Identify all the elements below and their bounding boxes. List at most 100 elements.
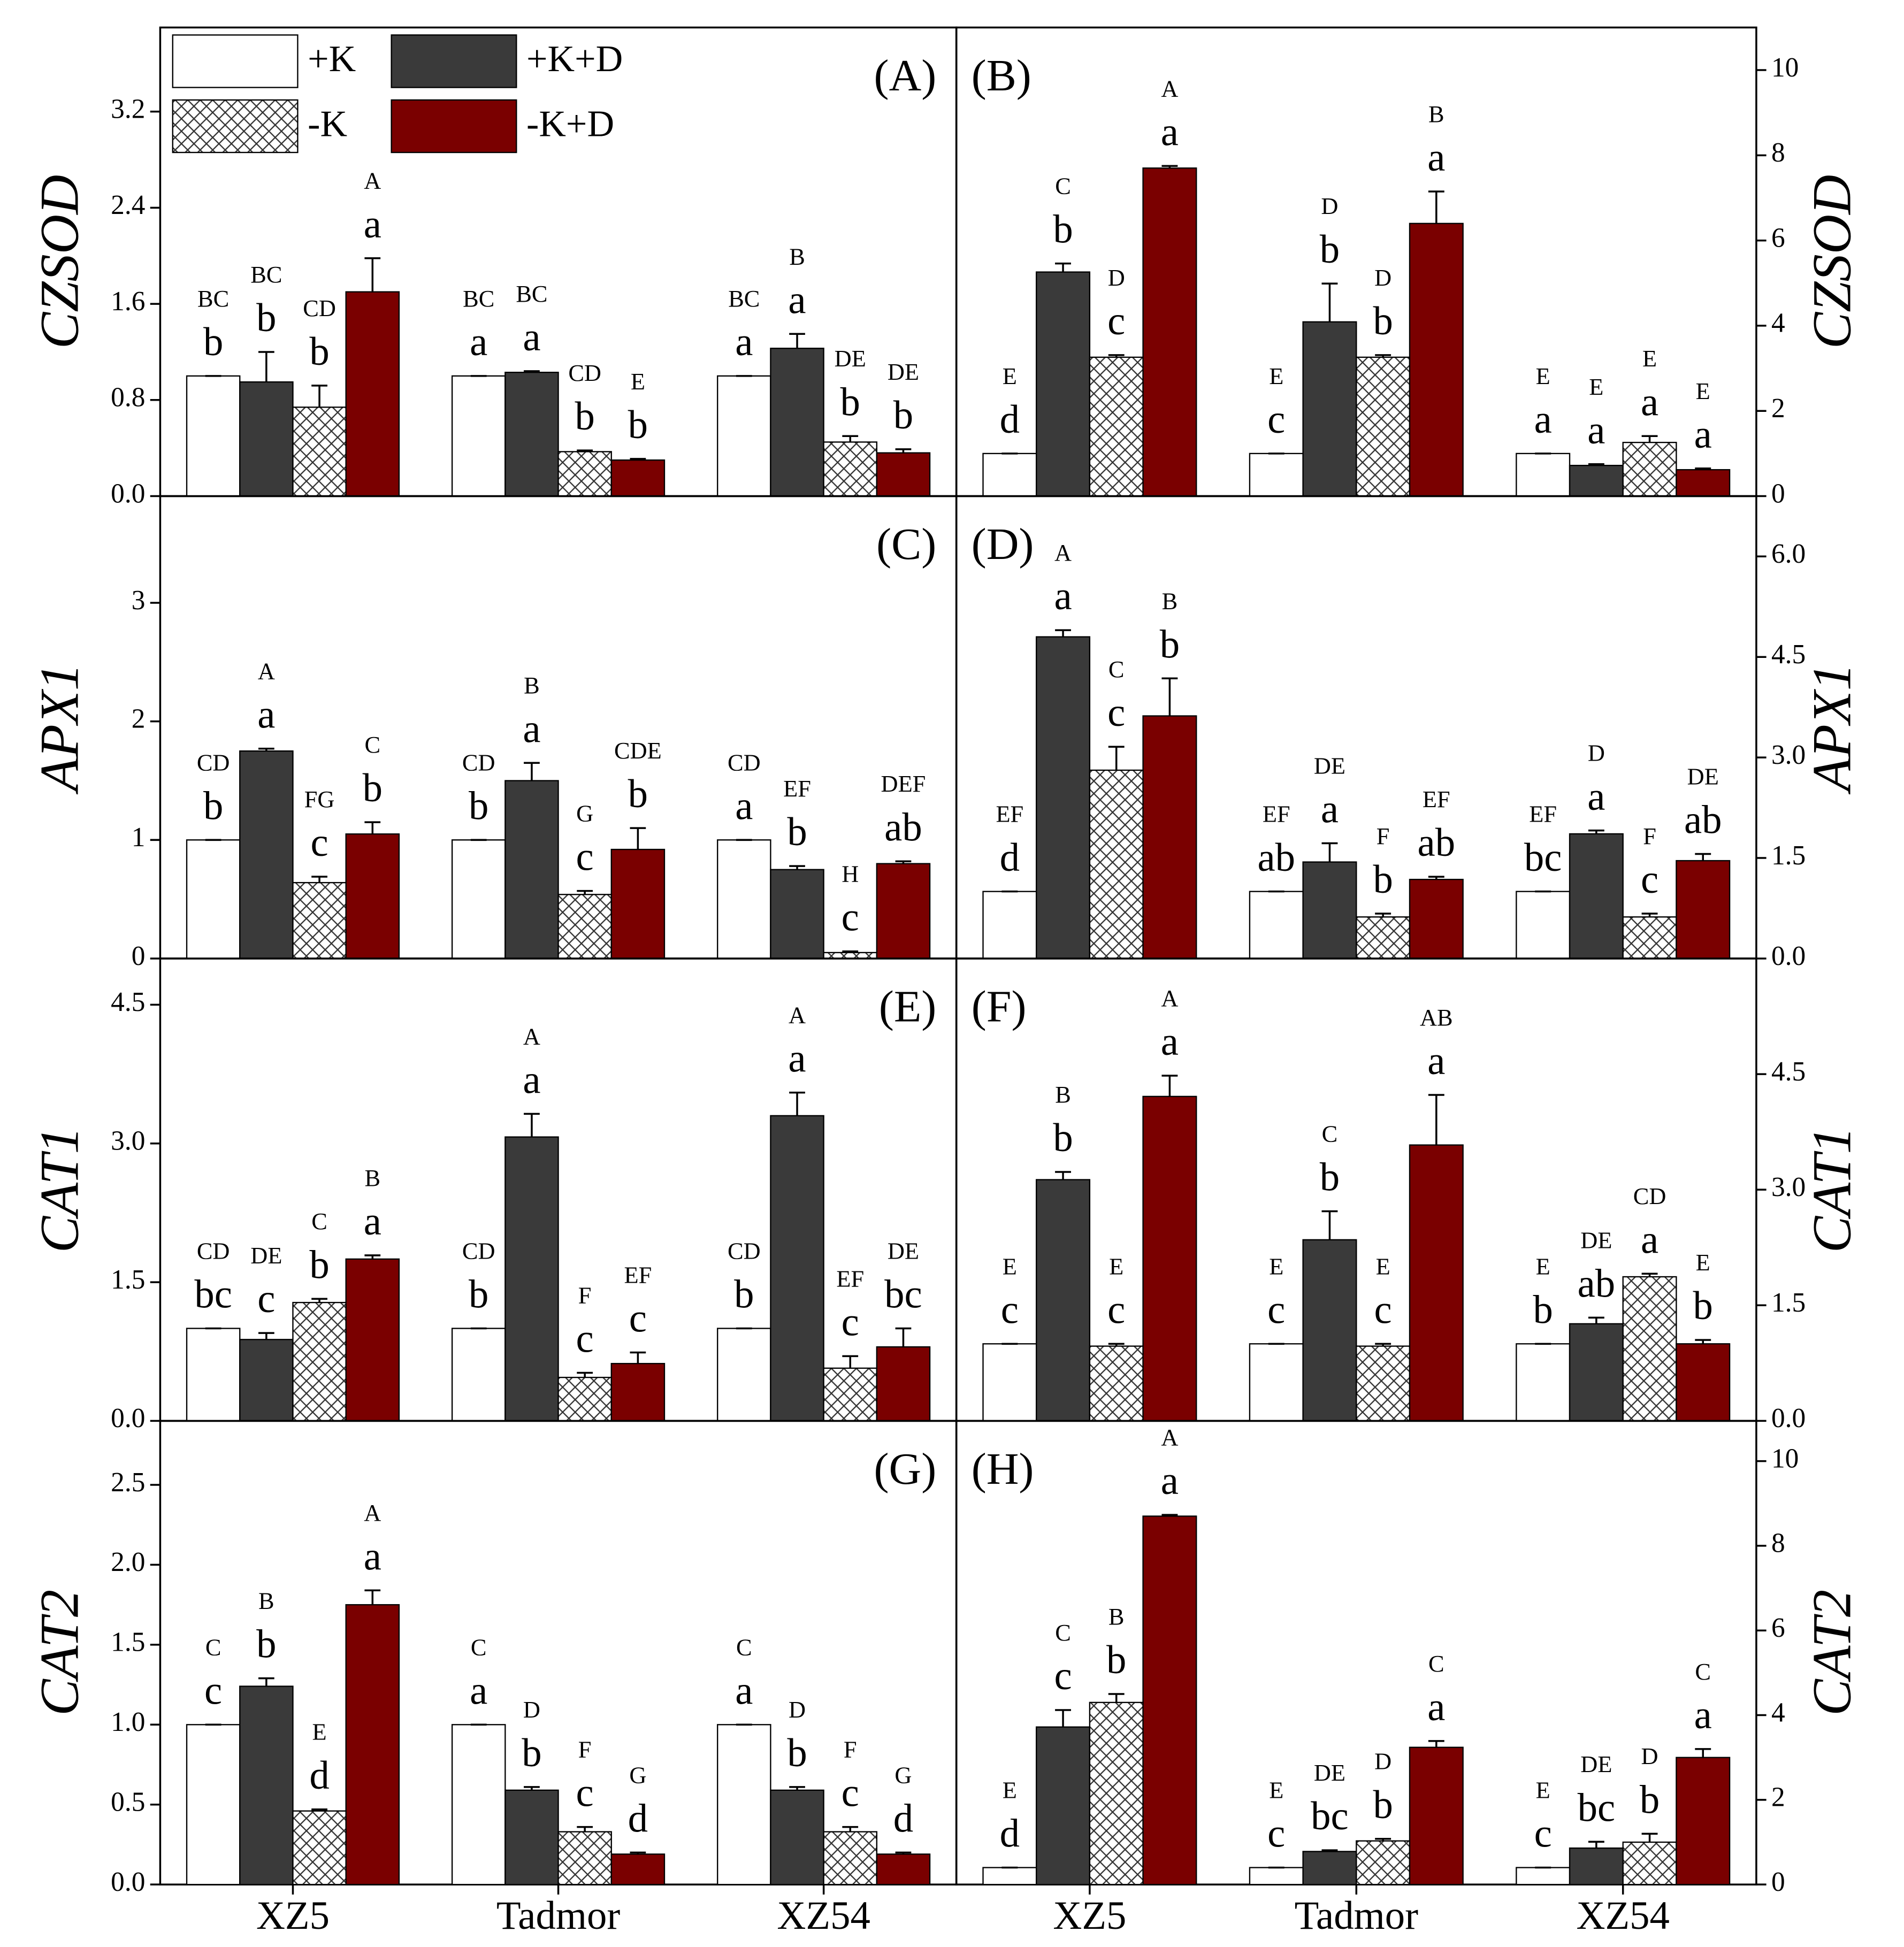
significance-group: E <box>1696 378 1710 404</box>
significance-letter: b <box>893 393 913 438</box>
error-bar <box>1428 1094 1444 1145</box>
y-tick-label: 2.5 <box>111 1467 145 1498</box>
significance-group: BC <box>197 285 229 312</box>
error-bar <box>1055 1171 1071 1180</box>
significance-letter: a <box>1321 787 1339 832</box>
significance-group: DE <box>1314 752 1345 779</box>
significance-group: C <box>1428 1650 1444 1677</box>
error-bar <box>311 1808 327 1811</box>
y-tick-label: 0.0 <box>111 1867 145 1897</box>
y-tick-label: 6 <box>1771 223 1785 253</box>
bar <box>186 375 241 497</box>
significance-group: BC <box>728 285 760 312</box>
significance-group: B <box>1162 587 1178 614</box>
significance-group: A <box>364 167 381 194</box>
error-bar <box>1055 1709 1071 1727</box>
error-bar <box>1161 1514 1178 1516</box>
significance-letter: c <box>1534 1812 1552 1856</box>
y-axis-title: CAT1 <box>29 1126 90 1253</box>
significance-letter: c <box>1641 857 1658 902</box>
y-tick-label: 2 <box>132 703 146 734</box>
x-tick-label: Tadmor <box>1295 1894 1419 1938</box>
y-tick-label: 1.5 <box>111 1264 145 1295</box>
y-tick-label: 1 <box>132 822 146 853</box>
significance-group: A <box>1054 539 1072 566</box>
significance-group: B <box>789 243 805 270</box>
significance-group: D <box>1641 1743 1658 1769</box>
significance-group: C <box>736 1634 752 1660</box>
y-tick-label: 1.5 <box>1771 840 1806 871</box>
significance-letter: a <box>1587 408 1605 453</box>
y-axis-title: CZSOD <box>29 175 90 349</box>
y-tick-label: 3 <box>132 585 146 616</box>
error-bar <box>630 1851 646 1854</box>
significance-group: A <box>789 1002 806 1029</box>
error-bar <box>630 1351 646 1364</box>
legend-label: -K <box>308 103 347 144</box>
significance-letter: b <box>363 766 383 810</box>
legend-swatch <box>391 34 517 88</box>
significance-group: A <box>523 1023 540 1049</box>
significance-letter: c <box>576 835 594 879</box>
significance-letter: b <box>522 1731 541 1775</box>
y-tick-label: 1.0 <box>111 1707 145 1737</box>
significance-letter: ab <box>884 805 922 849</box>
significance-group: E <box>312 1719 327 1745</box>
bar <box>451 839 506 960</box>
y-tick-label: 0 <box>1771 478 1785 509</box>
error-bar <box>258 351 274 382</box>
significance-letter: bc <box>884 1273 922 1317</box>
bar <box>610 848 666 960</box>
significance-group: DE <box>1580 1227 1612 1253</box>
significance-letter: a <box>470 1668 487 1713</box>
significance-group: F <box>578 1736 592 1763</box>
significance-group: E <box>1003 363 1017 389</box>
significance-group: A <box>364 1499 381 1526</box>
y-tick-label: 8 <box>1771 137 1785 168</box>
bar <box>1516 1867 1571 1885</box>
error-bar <box>364 257 381 292</box>
significance-group: DE <box>1687 763 1719 790</box>
significance-letter: b <box>203 320 223 364</box>
significance-letter: b <box>256 296 276 340</box>
significance-group: E <box>1536 1253 1550 1279</box>
bar <box>1569 1323 1624 1422</box>
significance-letter: c <box>1107 299 1125 343</box>
legend-label: +K <box>308 39 356 80</box>
significance-group: CD <box>568 359 601 386</box>
y-tick-label: 0 <box>1771 1867 1785 1897</box>
bar <box>1089 769 1144 960</box>
bar <box>345 291 400 497</box>
significance-letter: a <box>364 1199 381 1244</box>
significance-group: C <box>1695 1658 1711 1685</box>
significance-group: BC <box>250 261 282 288</box>
significance-group: CD <box>303 295 336 321</box>
significance-group: B <box>1055 1081 1071 1108</box>
significance-letter: ab <box>1418 821 1456 865</box>
legend-swatch <box>172 99 299 154</box>
significance-letter: a <box>470 320 487 364</box>
significance-group: E <box>631 368 645 395</box>
y-tick-label: 0.0 <box>111 478 145 509</box>
significance-letter: b <box>256 1622 276 1667</box>
y-axis-title: APX1 <box>29 663 90 795</box>
significance-letter: b <box>469 1273 488 1317</box>
significance-group: AB <box>1420 1004 1453 1031</box>
error-bar <box>577 449 593 452</box>
significance-letter: ab <box>1257 835 1295 880</box>
significance-letter: d <box>893 1796 913 1841</box>
error-bar <box>1375 354 1391 357</box>
legend-label: +K+D <box>526 39 623 80</box>
significance-group: C <box>471 1634 487 1660</box>
significance-letter: b <box>1053 1116 1073 1160</box>
significance-group: CD <box>462 749 495 776</box>
significance-group: F <box>844 1736 857 1763</box>
bar <box>1302 861 1357 960</box>
significance-letter: c <box>629 1297 647 1341</box>
significance-group: C <box>1055 173 1071 200</box>
significance-group: EF <box>1423 786 1450 812</box>
significance-letter: b <box>787 810 807 854</box>
significance-letter: a <box>1054 574 1072 618</box>
significance-group: E <box>1536 1777 1550 1804</box>
error-bar <box>789 1786 805 1790</box>
